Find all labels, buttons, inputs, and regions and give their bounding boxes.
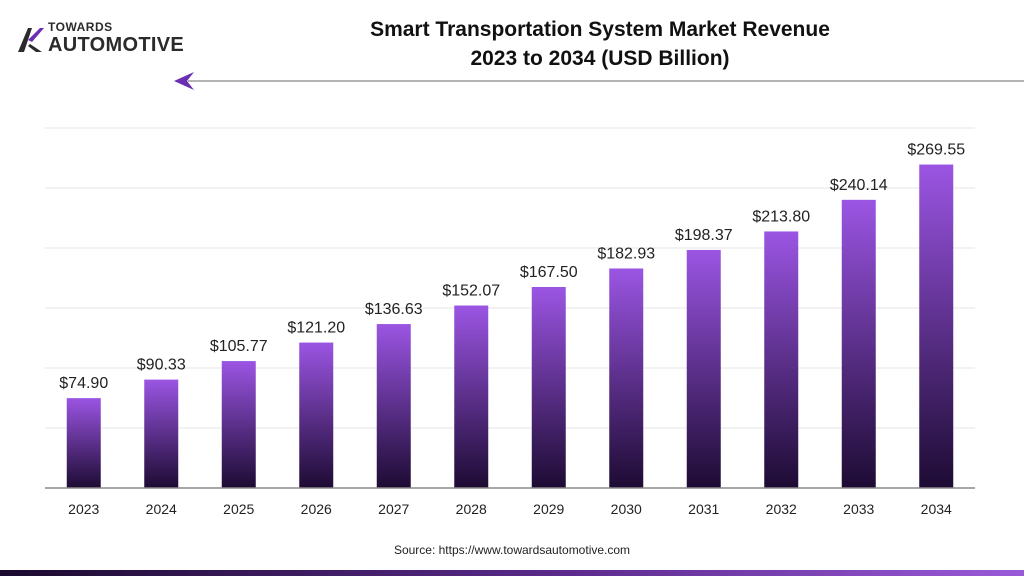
bar-2023 (66, 398, 101, 488)
logo-bottom-text: AUTOMOTIVE (48, 34, 184, 56)
value-label-2023: $74.90 (59, 375, 108, 392)
bar-2029 (531, 287, 566, 488)
x-tick-label-2026: 2026 (301, 501, 332, 517)
bar-2031 (686, 249, 721, 488)
bottom-accent-bar (0, 570, 1024, 576)
x-tick-label-2030: 2030 (611, 501, 642, 517)
value-label-2033: $240.14 (830, 177, 888, 194)
bar-2030 (609, 268, 644, 488)
x-tick-label-2027: 2027 (378, 501, 409, 517)
bar-chart: $74.90 $90.33 $105.77 $121.20 $136.63 $152.07… (45, 127, 975, 517)
chart-title-line-1: Smart Transportation System Market Reven… (370, 18, 830, 41)
x-tick-label-2028: 2028 (456, 501, 487, 517)
value-labels: $74.90 $90.33 $105.77 $121.20 $136.63 $152.07… (59, 142, 965, 393)
value-label-2029: $167.50 (520, 264, 578, 281)
bar-2024 (144, 379, 179, 488)
x-tick-label-2034: 2034 (921, 501, 952, 517)
x-tick-label-2032: 2032 (766, 501, 797, 517)
chart-title: Smart Transportation System Market Reven… (250, 15, 950, 73)
value-label-2034: $269.55 (907, 142, 965, 159)
value-label-2031: $198.37 (675, 227, 733, 244)
x-tick-label-2024: 2024 (146, 501, 177, 517)
x-tick-label-2031: 2031 (688, 501, 719, 517)
value-label-2030: $182.93 (597, 245, 655, 262)
x-tick-label-2025: 2025 (223, 501, 254, 517)
header-divider (174, 72, 1024, 90)
bar-2034 (919, 164, 954, 489)
bars (66, 164, 954, 489)
bar-2032 (764, 231, 799, 488)
value-label-2027: $136.63 (365, 301, 423, 318)
bar-2026 (299, 342, 334, 488)
value-label-2032: $213.80 (752, 208, 810, 225)
bar-2028 (454, 305, 489, 488)
bar-2025 (221, 361, 256, 488)
bar-2033 (841, 199, 876, 488)
chart-title-line-2: 2023 to 2034 (USD Billion) (470, 47, 730, 70)
logo-mark-icon (18, 28, 44, 52)
source-note: Source: https://www.towardsautomotive.co… (393, 543, 631, 557)
logo-top-text: TOWARDS (48, 20, 113, 34)
value-label-2028: $152.07 (442, 283, 500, 300)
x-tick-label-2023: 2023 (68, 501, 99, 517)
value-label-2025: $105.77 (210, 338, 268, 355)
x-tick-labels: 2023 2024 2025 2026 2027 2028 2029 2030 2031 2032… (68, 501, 952, 517)
x-tick-label-2033: 2033 (843, 501, 874, 517)
value-label-2026: $121.20 (287, 320, 345, 337)
value-label-2024: $90.33 (137, 357, 186, 374)
brand-logo: TOWARDS AUTOMOTIVE (14, 14, 184, 60)
back-arrow-icon (174, 72, 194, 90)
gridlines (45, 127, 975, 429)
x-tick-label-2029: 2029 (533, 501, 564, 517)
bar-2027 (376, 324, 411, 488)
